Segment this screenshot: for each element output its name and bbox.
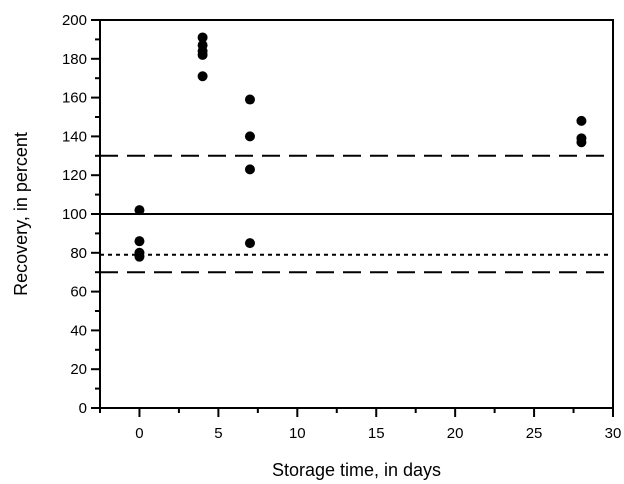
data-point	[197, 32, 208, 43]
y-tick-label: 160	[62, 90, 87, 107]
y-tick-label: 100	[62, 206, 87, 223]
x-tick-label: 5	[214, 425, 222, 442]
data-point	[134, 205, 145, 216]
y-tick-label: 40	[70, 322, 87, 339]
y-tick-label: 120	[62, 167, 87, 184]
x-axis: 0 5 10 15 20 25 30	[99, 408, 622, 442]
data-point	[576, 115, 587, 126]
data-point	[197, 71, 208, 82]
data-point	[134, 236, 145, 247]
y-axis: 0 20 40 60 80 100 120 140 160 180 200	[62, 12, 100, 417]
y-axis-label: Recovery, in percent	[11, 132, 31, 296]
y-tick-label: 80	[70, 245, 87, 262]
y-tick-label: 180	[62, 51, 87, 68]
data-point	[244, 164, 255, 175]
x-tick-label: 25	[526, 425, 543, 442]
data-point	[244, 131, 255, 142]
data-point	[134, 251, 145, 262]
y-tick-label: 20	[70, 361, 87, 378]
data-point	[244, 238, 255, 249]
data-point	[197, 49, 208, 60]
x-tick-label: 15	[368, 425, 385, 442]
y-tick-label: 0	[79, 400, 87, 417]
y-tick-label: 200	[62, 12, 87, 29]
x-tick-label: 0	[135, 425, 143, 442]
y-tick-label: 60	[70, 284, 87, 301]
x-tick-label: 20	[447, 425, 464, 442]
x-tick-label: 30	[605, 425, 622, 442]
data-points	[134, 32, 587, 262]
data-point	[244, 94, 255, 105]
y-tick-label: 140	[62, 128, 87, 145]
x-axis-label: Storage time, in days	[272, 460, 441, 480]
x-tick-label: 10	[289, 425, 306, 442]
data-point	[576, 137, 587, 148]
reference-lines	[100, 154, 613, 274]
